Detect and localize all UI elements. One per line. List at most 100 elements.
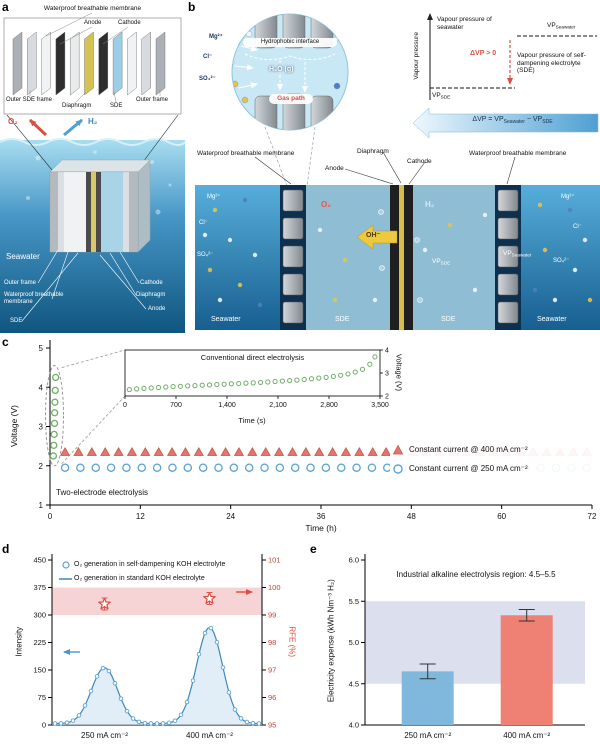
chart-e-band-label: Industrial alkaline electrolysis region:… — [396, 570, 556, 579]
cathode-label: Cathode — [118, 20, 141, 26]
device-outer-frame-label: Outer frame — [4, 280, 37, 286]
svg-text:150: 150 — [33, 666, 46, 675]
cross-oh-label: OH⁻ — [366, 232, 381, 239]
o2-gas-label: O₂ — [8, 117, 18, 126]
cross-seawater-left: Seawater — [211, 316, 241, 323]
eq-prefix: ΔVP = VP — [472, 116, 504, 123]
cross-membrane-right-label: Waterproof breathable membrane — [469, 150, 567, 157]
panel-label-e: e — [310, 542, 317, 556]
svg-text:101: 101 — [268, 556, 281, 565]
chart-c-xlabel: Time (h) — [305, 523, 337, 533]
cross-vp-sde-label: VPSDE — [432, 258, 450, 266]
chart-e-canvas: 4.0 4.5 5.0 5.5 6.0 250 mA cm⁻² 400 mA cm⁻² — [349, 554, 585, 740]
vp-axis-label: Vapour pressure — [413, 32, 421, 80]
vp-seawater-line-label: VPSeawater — [547, 22, 575, 30]
svg-text:450: 450 — [33, 556, 46, 565]
membrane-top-label: Waterproof breathable membrane — [43, 5, 142, 12]
svg-text:1: 1 — [39, 501, 44, 510]
hydrophobic-interface-label: Hydrophobic interface — [243, 38, 337, 48]
gas-path-label: Gas path — [269, 94, 313, 104]
chart-c-inset-ylabel: Voltage (V) — [394, 353, 404, 391]
chart-c-legend-250: Constant current @ 250 mA cm⁻² — [409, 464, 528, 473]
vp-seawater-text: Vapour pressure of seawater — [437, 16, 492, 31]
svg-text:3: 3 — [39, 423, 44, 432]
chart-d-legend-self-dampening: O₂ generation in self-dampening KOH elec… — [74, 561, 226, 568]
cross-anode-label: Anode — [325, 165, 344, 172]
svg-text:98: 98 — [268, 638, 276, 647]
svg-text:2: 2 — [385, 394, 389, 401]
h2o-gas-label: H₂O (g) — [269, 66, 294, 73]
device-cathode-label: Cathode — [140, 280, 163, 286]
chart-c-ylabel: Voltage (V) — [8, 404, 19, 448]
vp-seawater-sub: Seawater — [555, 24, 576, 30]
svg-text:2,800: 2,800 — [320, 402, 338, 409]
panel-b-art — [195, 13, 600, 330]
vp-prefix: VP — [547, 22, 556, 29]
cross-h2-label: H₂ — [425, 200, 435, 209]
panel-label-c: c — [2, 335, 9, 349]
vp-prefix-3: VP — [432, 258, 441, 265]
svg-text:700: 700 — [170, 402, 182, 409]
delta-vp-label: ΔVP > 0 — [470, 50, 497, 57]
eq-seawater-sub: Seawater — [503, 118, 525, 125]
svg-text:5.5: 5.5 — [349, 597, 359, 606]
panel-d-o2-rfe-chart: 0 75 150 225 300 375 450 95 96 97 98 99 100 101 250 mA… — [0, 540, 305, 756]
svg-text:95: 95 — [268, 721, 276, 730]
vp-equation: ΔVP = VPSeawater − VPSDE — [430, 116, 595, 126]
svg-text:3,500: 3,500 — [371, 402, 389, 409]
vp-sde-line-label: VPSDE — [432, 92, 450, 100]
chart-c-annotation: Two-electrode electrolysis — [56, 488, 149, 497]
zoom-so4-ion-label: SO₄²⁻ — [199, 76, 216, 82]
svg-text:2,100: 2,100 — [269, 402, 287, 409]
vp-prefix-2: VP — [432, 92, 441, 99]
svg-text:400 mA cm⁻²: 400 mA cm⁻² — [186, 731, 233, 740]
vp-sde-sub-2: SDE — [440, 260, 451, 266]
svg-text:2: 2 — [39, 462, 44, 471]
svg-text:250 mA cm⁻²: 250 mA cm⁻² — [404, 731, 451, 740]
chart-d-canvas: 0 75 150 225 300 375 450 95 96 97 98 99 100 101 250 mA… — [33, 554, 281, 740]
cross-o2-label: O₂ — [321, 200, 331, 209]
panel-c-voltage-time-chart: 0 12 24 36 48 60 72 1 2 3 4 5 0 700 1,400 2,100 2,800 3,5… — [0, 333, 600, 540]
svg-text:4: 4 — [385, 348, 389, 355]
cross-cl-left: Cl⁻ — [199, 220, 208, 226]
cross-so4-right: SO₄²⁻ — [553, 258, 570, 264]
svg-text:Conventional direct electrolys: Conventional direct electrolysis — [201, 353, 305, 362]
svg-text:5: 5 — [39, 344, 44, 353]
svg-text:4.5: 4.5 — [349, 679, 359, 688]
svg-text:6.0: 6.0 — [349, 556, 359, 565]
cross-diaphragm-label: Diaphragm — [357, 148, 389, 155]
cross-mg-right: Mg²⁺ — [561, 194, 575, 200]
panel-b-mechanism-schematic: b Hydrophobic interface H₂O (g) Gas path… — [185, 0, 600, 345]
svg-text:48: 48 — [407, 512, 416, 521]
svg-text:225: 225 — [33, 638, 46, 647]
chart-e-ylabel: Electricity expense (kWh Nm⁻³ H₂) — [326, 579, 336, 703]
seawater-label: Seawater — [6, 252, 40, 261]
svg-text:375: 375 — [33, 583, 46, 592]
vp-sde-sub: SDE — [440, 94, 451, 100]
svg-text:5.0: 5.0 — [349, 638, 359, 647]
cross-seawater-right: Seawater — [537, 316, 567, 323]
cross-so4-left: SO₄²⁻ — [197, 252, 214, 258]
anode-label: Anode — [84, 20, 102, 26]
chart-d-legend-standard: O₂ generation in standard KOH electrolyt… — [74, 575, 205, 582]
svg-text:0: 0 — [42, 721, 46, 730]
svg-text:250 mA cm⁻²: 250 mA cm⁻² — [81, 731, 128, 740]
svg-text:400 mA cm⁻²: 400 mA cm⁻² — [503, 731, 550, 740]
sde-label: SDE — [110, 103, 123, 109]
cross-mg-left: Mg²⁺ — [207, 194, 221, 200]
svg-text:36: 36 — [317, 512, 326, 521]
svg-text:12: 12 — [136, 512, 145, 521]
svg-text:4: 4 — [39, 383, 44, 392]
svg-text:96: 96 — [268, 693, 276, 702]
eq-sde-sub: SDE — [542, 118, 553, 125]
panel-label-b: b — [188, 0, 196, 14]
panel-a-device-schematic: a Waterproof breathable membrane Anode C… — [0, 0, 186, 335]
zoom-mg-ion-label: Mg²⁺ — [209, 34, 223, 40]
svg-text:72: 72 — [588, 512, 597, 521]
device-sde-label: SDE — [10, 318, 23, 324]
svg-text:60: 60 — [497, 512, 506, 521]
svg-text:0: 0 — [123, 402, 127, 409]
svg-text:0: 0 — [48, 512, 53, 521]
device-anode-label: Anode — [148, 306, 166, 312]
vp-sde-text: Vapour pressure of self-dampening electr… — [517, 52, 586, 75]
